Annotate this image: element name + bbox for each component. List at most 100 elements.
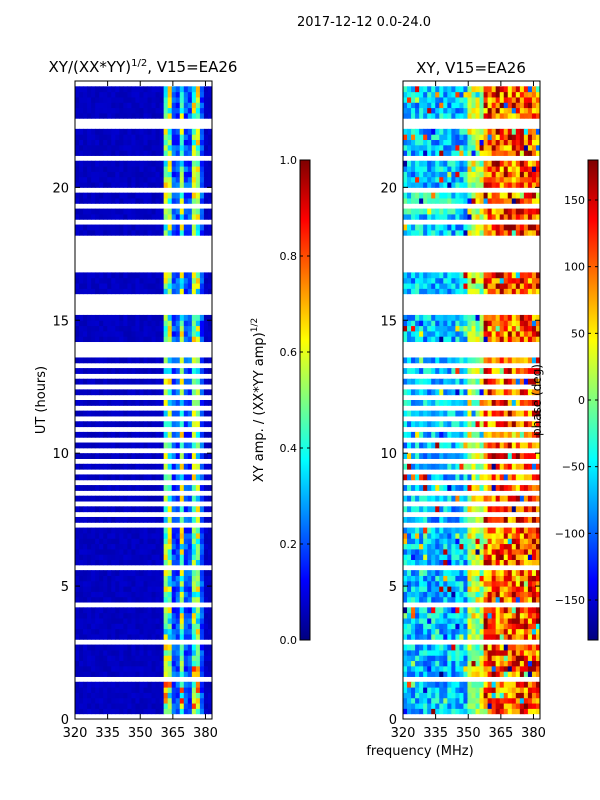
heatmap-cell [519, 660, 525, 667]
heatmap-cell [531, 336, 537, 343]
heatmap-cell [151, 538, 157, 545]
heatmap-cell [443, 182, 448, 188]
heatmap-cell [447, 283, 452, 289]
heatmap-cell [535, 277, 540, 284]
heatmap-cell [467, 288, 472, 295]
heatmap-cell [119, 527, 124, 534]
heatmap-cell [491, 506, 497, 513]
heatmap-cell [175, 453, 181, 459]
heatmap-cell [431, 703, 436, 709]
heatmap-cell [183, 197, 189, 204]
heatmap-cell [415, 336, 420, 343]
heatmap-cell [503, 463, 509, 470]
heatmap-cell [475, 410, 481, 417]
heatmap-cell [463, 538, 468, 545]
heatmap-cell [135, 591, 140, 598]
heatmap-cell [183, 277, 189, 284]
heatmap-cell [135, 325, 140, 332]
heatmap-cell [155, 431, 161, 438]
heatmap-cell [207, 166, 212, 172]
heatmap-cell [515, 288, 521, 295]
heatmap-cell [91, 703, 96, 709]
heatmap-cell [135, 538, 140, 545]
heatmap-cell [99, 586, 104, 592]
heatmap-cell [115, 681, 120, 688]
heatmap-cell [439, 320, 444, 327]
heatmap-cell [147, 314, 153, 321]
heatmap-cell [83, 708, 88, 715]
heatmap-cell [479, 176, 485, 183]
heatmap-cell [79, 208, 84, 215]
heatmap-cell [187, 485, 193, 491]
heatmap-cell [179, 208, 185, 215]
heatmap-cell [135, 623, 140, 630]
heatmap-cell [407, 171, 412, 178]
heatmap-cell [443, 150, 448, 156]
heatmap-cell [183, 139, 189, 146]
heatmap-cell [507, 548, 513, 555]
heatmap-cell [515, 277, 521, 284]
heatmap-cell [495, 192, 501, 199]
heatmap-cell [407, 330, 412, 337]
heatmap-cell [187, 538, 193, 545]
heatmap-cell [87, 697, 92, 704]
heatmap-cell [191, 607, 197, 614]
heatmap-cell [163, 410, 169, 417]
heatmap-cell [175, 532, 181, 539]
heatmap-cell [147, 389, 153, 396]
heatmap-cell [491, 150, 497, 156]
heatmap-cell [187, 112, 193, 119]
heatmap-cell [115, 665, 120, 672]
heatmap-cell [459, 586, 464, 592]
heatmap-cell [503, 617, 509, 624]
heatmap-cell [447, 649, 452, 656]
heatmap-cell [207, 671, 212, 677]
heatmap-cell [191, 671, 197, 677]
heatmap-cell [111, 580, 116, 587]
heatmap-cell [447, 495, 452, 502]
heatmap-cell [175, 671, 181, 677]
heatmap-cell [111, 91, 116, 98]
heatmap-cell [423, 182, 428, 188]
heatmap-cell [175, 389, 181, 396]
heatmap-cell [83, 96, 88, 103]
heatmap-cell [491, 224, 497, 231]
heatmap-cell [415, 580, 420, 587]
heatmap-cell [531, 575, 537, 582]
heatmap-cell [455, 368, 460, 374]
heatmap-cell [479, 681, 485, 688]
heatmap-cell [499, 378, 505, 385]
heatmap-cell [443, 283, 448, 289]
heatmap-cell [151, 277, 157, 284]
heatmap-cell [527, 612, 533, 619]
heatmap-cell [83, 596, 88, 603]
heatmap-cell [103, 633, 108, 640]
heatmap-cell [507, 389, 513, 396]
heatmap-cell [447, 628, 452, 635]
heatmap-cell [479, 628, 485, 635]
heatmap-cell [459, 283, 464, 289]
heatmap-cell [167, 166, 173, 172]
heatmap-cell [75, 596, 80, 603]
heatmap-cell [479, 633, 485, 640]
heatmap-cell [407, 580, 412, 587]
heatmap-cell [179, 277, 185, 284]
heatmap-cell [135, 176, 140, 183]
heatmap-cell [87, 320, 92, 327]
heatmap-cell [79, 192, 84, 199]
heatmap-cell [203, 681, 209, 688]
heatmap-cell [183, 623, 189, 630]
heatmap-cell [427, 288, 432, 295]
heatmap-cell [107, 442, 112, 449]
heatmap-cell [155, 559, 161, 566]
heatmap-cell [111, 128, 116, 135]
heatmap-cell [507, 516, 513, 523]
heatmap-cell [83, 277, 88, 284]
heatmap-cell [483, 224, 489, 231]
heatmap-cell [523, 575, 529, 582]
heatmap-cell [439, 150, 444, 156]
heatmap-cell [471, 570, 477, 576]
heatmap-cell [143, 580, 149, 587]
heatmap-cell [207, 421, 212, 428]
